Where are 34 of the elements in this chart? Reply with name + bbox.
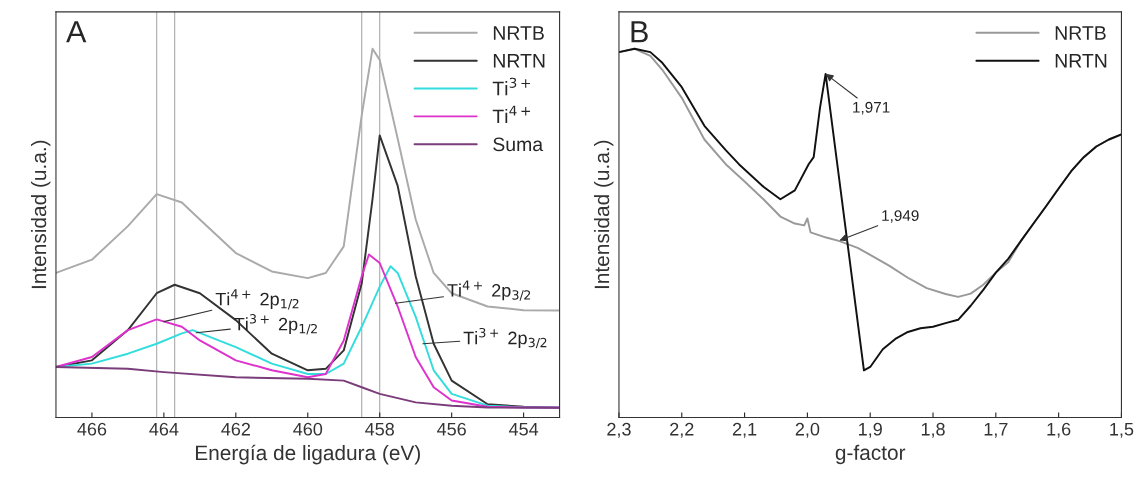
legend-label: NRTB <box>1055 26 1106 40</box>
x-axis-title: g-factor <box>835 444 906 465</box>
x-tick-label: 466 <box>77 422 107 436</box>
legend-label: NRTN <box>1055 54 1107 68</box>
annotation: Ti$^{3+}$ 2p$_{3/2}$ <box>463 327 547 349</box>
legend-label: NRTB <box>493 26 544 40</box>
x-tick-label: 460 <box>293 422 323 436</box>
legend-label: NRTN <box>493 54 545 68</box>
text: A <box>66 21 87 43</box>
x-tick-label: 2,0 <box>795 422 820 438</box>
x-tick-label: 2,1 <box>732 422 757 438</box>
x-tick-label: 464 <box>149 422 179 436</box>
x-tick-label: 2,3 <box>607 422 631 438</box>
y-axis-title: Intensidad (u.a.) <box>593 140 614 289</box>
x-tick-label: 1,9 <box>859 422 882 438</box>
x-axis-title: Energía de ligadura (eV) <box>195 444 420 465</box>
x-tick-label: 456 <box>437 422 466 436</box>
x-tick-label: 462 <box>221 422 250 436</box>
annotation: Ti$^{4+}$ 2p$_{1/2}$ <box>215 289 299 310</box>
x-tick-label: 2,2 <box>670 422 694 438</box>
x-tick-label: 1,5 <box>1110 423 1134 438</box>
annotation: Ti$^{4+}$ 2p$_{3/2}$ <box>447 280 531 301</box>
legend-label: Ti$^{4+}$ <box>492 105 530 124</box>
x-tick-label: 1,6 <box>1047 422 1071 438</box>
legend-label: Suma <box>493 137 544 152</box>
x-tick-label: 454 <box>508 423 539 436</box>
annotation: 1,971 <box>853 101 890 115</box>
text: B <box>631 21 648 43</box>
y-axis-title: Intensidad (u.a.) <box>30 140 51 289</box>
x-tick-label: 1,8 <box>921 422 945 438</box>
annotation: 1,949 <box>882 210 919 223</box>
legend-label: Ti$^{3+}$ <box>492 77 530 96</box>
x-tick-label: 1,7 <box>984 423 1008 438</box>
x-tick-label: 458 <box>365 422 394 436</box>
